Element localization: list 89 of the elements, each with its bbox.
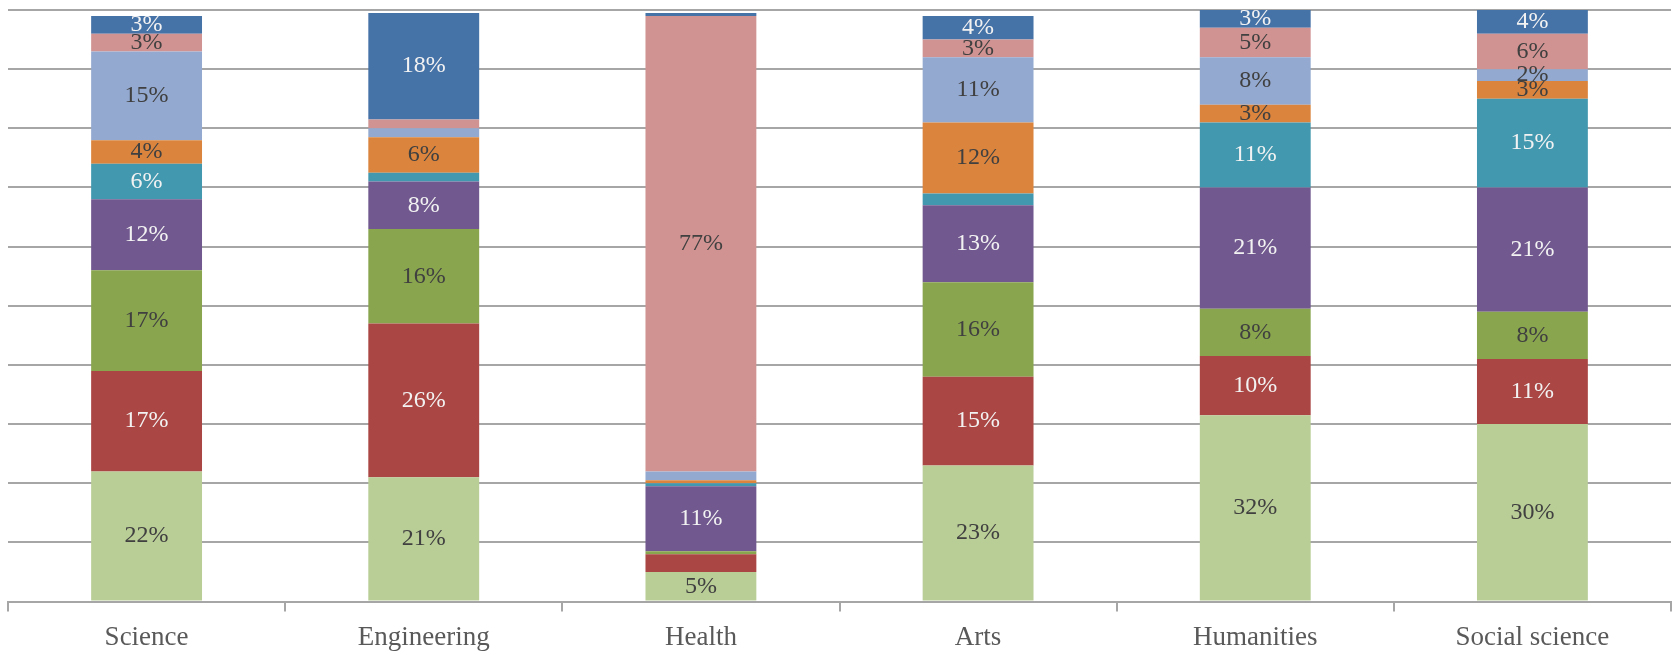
bar — [91, 270, 203, 371]
bar — [645, 12, 757, 16]
bar — [368, 172, 480, 182]
data-label: 18% — [401, 51, 446, 78]
bar — [1199, 57, 1311, 105]
bar — [922, 193, 1034, 206]
data-label: 6% — [1516, 36, 1549, 63]
data-label: 23% — [956, 518, 1001, 545]
x-tick-label: Humanities — [1193, 620, 1318, 651]
data-label: 8% — [1239, 66, 1272, 93]
bar — [1476, 424, 1588, 601]
bar — [645, 471, 757, 481]
bar — [91, 370, 203, 472]
bar — [922, 465, 1034, 601]
bar — [91, 163, 203, 200]
bar — [1476, 359, 1588, 425]
bar — [645, 554, 757, 573]
bar — [91, 140, 203, 164]
data-label: 21% — [401, 524, 446, 551]
bar — [922, 122, 1034, 194]
bar — [1199, 27, 1311, 58]
bar — [1199, 356, 1311, 416]
bar — [645, 551, 757, 555]
bar — [91, 471, 203, 601]
data-label: 17% — [124, 305, 169, 332]
data-label: 26% — [401, 385, 446, 412]
data-label: 21% — [1233, 233, 1278, 260]
x-tick-label: Arts — [954, 620, 1002, 651]
data-label: 30% — [1510, 497, 1555, 524]
bar — [1476, 10, 1588, 34]
bar — [91, 199, 203, 271]
data-label: 8% — [407, 190, 440, 217]
data-label: 15% — [1510, 128, 1555, 155]
data-label: 8% — [1516, 320, 1549, 347]
x-tick-label: Engineering — [357, 620, 490, 651]
bar — [368, 12, 480, 120]
data-label: 6% — [130, 166, 163, 193]
data-label: 17% — [124, 406, 169, 433]
bar — [1476, 98, 1588, 188]
bar — [91, 15, 203, 34]
data-label: 15% — [124, 81, 169, 108]
data-label: 13% — [956, 228, 1001, 255]
data-label: 22% — [124, 521, 169, 548]
data-label: 16% — [401, 261, 446, 288]
data-label: 12% — [124, 220, 169, 247]
data-label: 16% — [956, 314, 1001, 341]
bar — [1199, 308, 1311, 357]
bar — [368, 128, 480, 138]
bar — [368, 228, 480, 324]
data-label: 3% — [1239, 98, 1272, 125]
x-tick-label: Health — [664, 620, 738, 651]
data-label: 11% — [956, 75, 1000, 102]
data-label: 11% — [1233, 140, 1277, 167]
bar — [1476, 80, 1588, 99]
bar — [645, 15, 757, 472]
bar — [645, 572, 757, 601]
data-label: 21% — [1510, 234, 1555, 261]
bar — [1199, 10, 1311, 28]
bar — [1199, 187, 1311, 309]
bar — [91, 51, 203, 141]
bar — [1199, 122, 1311, 188]
bar — [922, 205, 1034, 283]
bar — [368, 181, 480, 229]
bar — [368, 119, 480, 129]
data-label: 4% — [1516, 7, 1549, 34]
data-label: 10% — [1233, 370, 1278, 397]
bar — [645, 486, 757, 552]
bar — [922, 57, 1034, 123]
bar — [922, 376, 1034, 466]
data-label: 12% — [956, 143, 1001, 170]
data-label: 11% — [679, 504, 723, 531]
bar — [368, 323, 480, 478]
x-tick-label: Social science — [1455, 620, 1610, 651]
bar — [922, 282, 1034, 377]
data-label: 4% — [130, 137, 163, 164]
data-label: 32% — [1233, 493, 1278, 520]
data-label: 77% — [678, 228, 723, 255]
x-tick-label: Science — [104, 620, 189, 651]
bar — [1199, 415, 1311, 601]
bar — [1476, 311, 1588, 360]
data-label: 5% — [684, 571, 717, 598]
data-label: 11% — [1510, 376, 1554, 403]
data-label: 15% — [956, 406, 1001, 433]
bar — [1476, 187, 1588, 312]
data-label: 6% — [407, 140, 440, 167]
bar — [368, 477, 480, 601]
data-label: 8% — [1239, 317, 1272, 344]
bar — [922, 15, 1034, 40]
bar — [368, 137, 480, 173]
